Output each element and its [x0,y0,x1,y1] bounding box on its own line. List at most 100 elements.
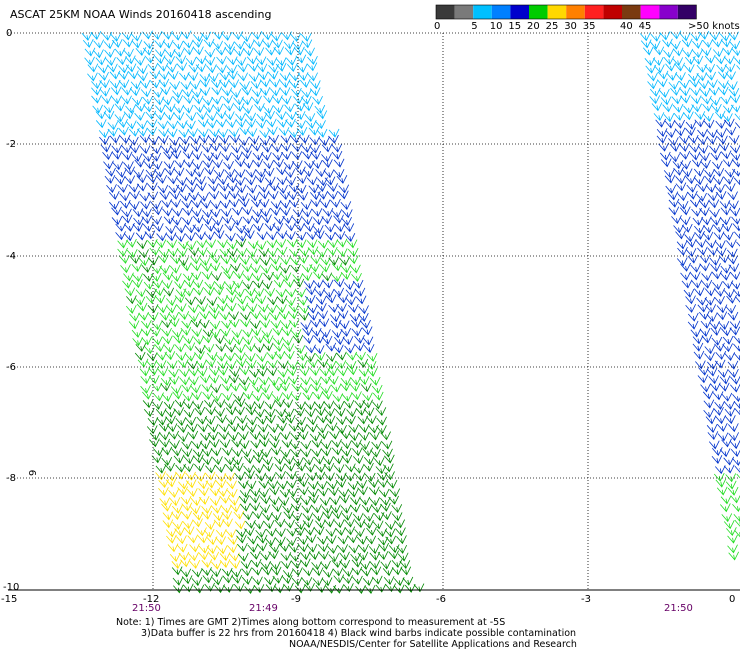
wind-barb [691,103,702,113]
wind-barb [238,198,250,208]
wind-barb [228,374,240,384]
wind-barb [372,400,383,410]
wind-barb [295,239,307,249]
wind-barb [333,287,345,297]
wind-barb [333,344,344,354]
wind-barb [353,455,364,465]
wind-barb [709,144,720,154]
wind-barb [734,113,740,121]
wind-barb [242,336,254,346]
wind-barb [721,513,733,523]
wind-barb [305,119,317,129]
wind-barb [239,489,251,499]
wind-barb [357,551,369,561]
wind-barb [141,336,153,346]
wind-barb [331,438,342,448]
wind-barb [129,87,141,97]
wind-barb [296,360,308,370]
wind-barb [205,464,216,474]
wind-barb [700,319,712,329]
wind-barb [391,559,403,568]
wind-barb [647,80,658,90]
wind-barb [132,208,144,218]
wind-barb [173,48,185,58]
wind-barb [729,320,740,330]
wind-barb [174,527,185,537]
wind-barb [299,558,311,568]
wind-barb [350,503,361,513]
wind-barb [710,382,721,392]
wind-barb [333,464,345,474]
wind-barb [202,96,213,106]
wind-barb [297,191,309,201]
wind-barb [333,584,344,594]
wind-barb [696,72,708,82]
x-tick-label: -12 [143,594,159,605]
wind-barb [696,63,708,73]
wind-barb [310,150,322,160]
wind-barb [245,168,257,178]
wind-barb [279,79,291,89]
wind-barb [699,254,711,264]
wind-barb [258,198,270,208]
wind-barb [165,478,177,488]
wind-barb [260,257,271,266]
wind-barb [732,223,740,232]
wind-barb [227,432,239,441]
wind-barb [735,296,740,303]
wind-barb [393,577,405,587]
wind-barb [228,79,240,89]
wind-barb [267,190,279,200]
wind-barb [224,111,235,121]
wind-barb [707,431,719,441]
wind-barb [250,550,261,560]
wind-barb [198,192,209,202]
wind-barb [320,440,332,450]
wind-barb [724,63,736,73]
wind-barb [365,535,377,545]
wind-barb [303,280,315,290]
wind-barb [683,104,694,114]
wind-barb [730,152,740,161]
wind-barb [224,46,236,56]
wind-barb [216,302,228,312]
wind-barb [194,406,206,416]
wind-barb [703,112,714,122]
wind-barb [691,279,703,289]
wind-barb [215,110,227,120]
wind-barb [317,358,329,368]
wind-barb [142,46,154,56]
wind-barb [177,486,188,496]
wind-barb [163,111,175,121]
wind-barb [119,255,130,264]
wind-barb [101,31,113,41]
wind-barb [726,527,737,537]
wind-barb [718,142,730,152]
wind-barb [217,176,228,185]
wind-barb [268,550,279,560]
wind-barb [257,423,269,433]
wind-barb [200,432,211,441]
wind-barb [181,448,193,458]
wind-barb [297,536,309,545]
wind-barb [699,207,710,217]
wind-barb [142,399,154,409]
wind-barb [283,408,295,418]
wind-barb [281,151,292,160]
wind-barb [154,39,166,49]
wind-barb [258,479,270,489]
wind-barb [166,472,177,482]
wind-barb [294,527,306,537]
wind-barb [317,543,329,553]
wind-barb [207,423,219,433]
wind-barb [153,96,165,106]
wind-barb [184,342,196,352]
wind-barb [121,95,132,105]
wind-barb [185,112,197,122]
y-tick-label: -4 [6,251,16,262]
wind-barb [672,47,684,57]
wind-barb [714,400,725,410]
wind-barb [126,248,138,258]
wind-barb [159,497,171,507]
wind-barb [346,408,357,418]
